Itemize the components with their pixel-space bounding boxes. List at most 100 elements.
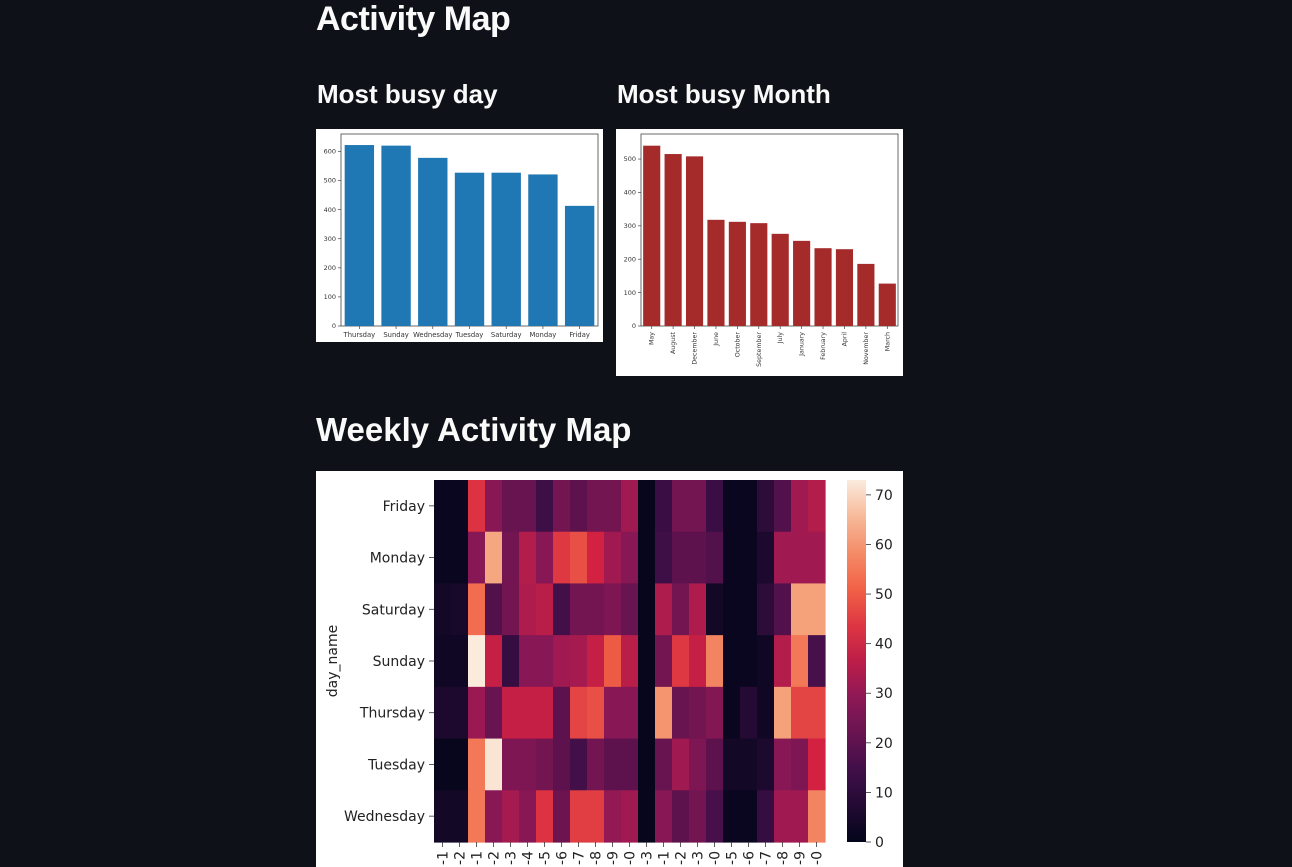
- heat-cell: [757, 635, 775, 688]
- heat-cell: [570, 635, 588, 688]
- heat-cell: [553, 531, 571, 585]
- heat-cell: [621, 635, 639, 688]
- heat-cell: [519, 480, 537, 533]
- heat-cell: [740, 480, 758, 533]
- heat-cell: [706, 531, 724, 585]
- heat-cell: [723, 738, 741, 791]
- x-tick-label: -2: [487, 851, 503, 865]
- weekly-heatmap-chart: Friday Monday Saturday Sunday Thursday Tuesda…: [316, 471, 903, 867]
- heat-cell: [485, 790, 503, 843]
- heat-cell: [434, 531, 452, 585]
- heat-cell: [757, 531, 775, 585]
- heat-cell: [604, 480, 622, 533]
- heat-cell: [672, 531, 690, 585]
- heat-cell: [638, 583, 656, 636]
- heat-cell: [774, 583, 792, 636]
- heat-cell: [519, 635, 537, 688]
- busy-day-bar-chart: 0 100 200 300 400 500 600 Thursday Sunday Wednesd…: [324, 133, 599, 339]
- heat-cell: [570, 686, 588, 740]
- heat-cell: [774, 480, 792, 533]
- heat-cell: [723, 480, 741, 533]
- heat-cell: [434, 790, 452, 843]
- y-tick-label: 500: [624, 155, 636, 163]
- bar-february: [814, 248, 832, 326]
- x-tick-label: October: [734, 332, 741, 358]
- heat-cell: [502, 531, 520, 585]
- x-tick-label: May: [649, 332, 656, 345]
- plot-frame: [640, 133, 899, 327]
- x-tick-label: Thursday: [343, 331, 376, 339]
- heat-cell: [672, 583, 690, 636]
- heat-cell: [451, 635, 469, 688]
- bar-december: [685, 156, 704, 326]
- heat-cell: [604, 531, 622, 585]
- heat-cell: [621, 738, 639, 791]
- heat-cell: [638, 480, 656, 533]
- y-axis-label: day_name: [325, 625, 341, 697]
- x-tick-label: -9: [793, 851, 809, 865]
- heat-cell: [706, 480, 724, 533]
- heat-cell: [468, 531, 486, 585]
- heat-cell: [536, 738, 554, 791]
- heat-cell: [587, 531, 605, 585]
- colorbar-tick-label: 10: [875, 785, 893, 801]
- x-tick-label: -5: [538, 851, 554, 865]
- heat-cell: [672, 480, 690, 533]
- y-tick-label: 0: [632, 322, 636, 330]
- heat-cell: [604, 738, 622, 791]
- bar-october: [728, 221, 746, 326]
- heat-cell: [502, 480, 520, 533]
- heat-cell: [638, 531, 656, 585]
- heat-cell: [519, 531, 537, 585]
- heat-cell: [536, 635, 554, 688]
- heat-cell: [638, 738, 656, 791]
- heat-cell: [706, 686, 724, 740]
- heat-cell: [689, 790, 707, 843]
- heat-cell: [672, 790, 690, 843]
- heat-cell: [706, 790, 724, 843]
- bar-november: [857, 263, 875, 326]
- heat-cell: [468, 480, 486, 533]
- bar-monday: [528, 174, 558, 326]
- heat-cell: [757, 686, 775, 740]
- busy-month-bar-chart: 0 100 200 300 400 500 May August December June Oct…: [624, 133, 899, 367]
- heat-cell: [570, 531, 588, 585]
- heat-cell: [791, 583, 809, 636]
- weekly-chart-heading: Weekly Activity Map: [316, 411, 632, 448]
- heat-cell: [808, 790, 826, 843]
- heat-cell: [519, 686, 537, 740]
- bar-wednesday: [418, 157, 448, 326]
- heat-cell: [757, 738, 775, 791]
- heat-cell: [672, 686, 690, 740]
- colorbar: [847, 480, 866, 842]
- y-tick-label: 300: [324, 235, 336, 243]
- heat-cell: [689, 635, 707, 688]
- x-tick-label: Wednesday: [413, 331, 452, 339]
- heat-cell: [604, 635, 622, 688]
- heat-cell: [485, 583, 503, 636]
- heat-cell: [723, 635, 741, 688]
- x-tick-label: January: [799, 332, 806, 357]
- heat-cell: [621, 583, 639, 636]
- colorbar-tick-label: 70: [875, 488, 893, 504]
- heat-cell: [502, 686, 520, 740]
- heat-cell: [451, 790, 469, 843]
- heat-cell: [723, 686, 741, 740]
- heat-cell: [791, 635, 809, 688]
- heat-cell: [638, 686, 656, 740]
- heat-cell: [502, 738, 520, 791]
- heat-cell: [638, 635, 656, 688]
- heat-cell: [774, 738, 792, 791]
- heat-cell: [655, 635, 673, 688]
- x-tick-label: -3: [504, 851, 520, 865]
- x-tick-label: -3: [640, 851, 656, 865]
- x-tick-label: Sunday: [383, 331, 408, 339]
- heat-cell: [672, 738, 690, 791]
- x-tick-label: -5: [725, 851, 741, 865]
- heat-cell: [587, 686, 605, 740]
- x-tick-label: -6: [555, 851, 571, 865]
- heat-cell: [655, 480, 673, 533]
- page-title: Activity Map: [316, 0, 511, 38]
- bar-august: [664, 154, 682, 326]
- heat-cell: [587, 790, 605, 843]
